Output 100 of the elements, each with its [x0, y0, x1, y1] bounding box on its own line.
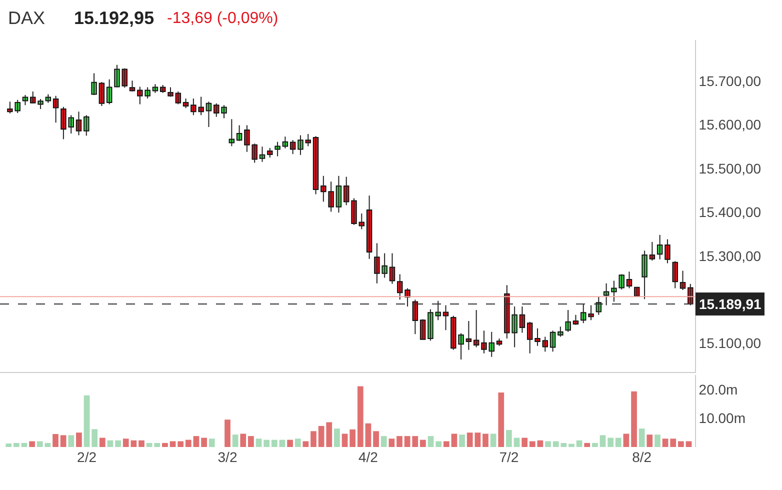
bar [99, 438, 106, 447]
bar [350, 429, 356, 447]
bar [631, 391, 637, 447]
y-tick-label: 15.600,00 [698, 116, 762, 133]
x-tick-label: 4/2 [358, 449, 378, 465]
y-tick-label: 15.300,00 [698, 248, 762, 264]
bar [615, 438, 622, 447]
bar [248, 436, 254, 447]
bar [623, 434, 630, 447]
bar [373, 431, 379, 447]
bar [264, 440, 270, 447]
bar [608, 438, 614, 447]
bar [6, 444, 12, 447]
bar [686, 441, 692, 447]
bar [92, 429, 98, 447]
bar [646, 434, 653, 447]
bar [170, 441, 176, 447]
bar [420, 440, 426, 447]
y-tick-label: 15.400,00 [698, 204, 762, 220]
bar [654, 434, 660, 447]
bar [287, 440, 293, 447]
ref-line-label: 15.189,91 [699, 296, 762, 312]
x-tick-label: 7/2 [499, 449, 519, 465]
bar [115, 440, 121, 447]
bar [318, 426, 324, 447]
bar [600, 435, 606, 447]
x-tick-label: 2/2 [77, 449, 97, 465]
bar [678, 441, 684, 447]
bar [482, 434, 488, 447]
bar [412, 436, 418, 447]
bar [21, 442, 28, 447]
bar [638, 428, 645, 447]
bar [201, 438, 207, 447]
bar [52, 434, 58, 447]
bar [302, 441, 309, 447]
bar [506, 430, 512, 447]
y-tick-label: 15.500,00 [698, 160, 762, 176]
bar [451, 434, 458, 447]
candlestick [274, 141, 280, 157]
bar [490, 434, 496, 447]
bar [498, 392, 504, 447]
bar [388, 438, 395, 447]
bar [294, 438, 301, 447]
bar [443, 441, 450, 447]
bar [76, 432, 82, 447]
bar [584, 442, 590, 447]
bar [44, 442, 51, 447]
text: 15.192,95 [74, 8, 154, 28]
bar [256, 438, 262, 447]
text: -13,69 (-0,09%) [167, 10, 278, 27]
bar [334, 428, 340, 447]
candlestick [267, 147, 273, 158]
bar [36, 441, 43, 447]
bar [404, 436, 410, 447]
bar [662, 438, 668, 447]
bar [208, 438, 215, 447]
bar [130, 440, 137, 447]
bar [232, 434, 238, 447]
bar [365, 423, 372, 447]
bar [84, 395, 90, 447]
bar [193, 436, 200, 447]
bar [522, 438, 528, 447]
bar [240, 434, 246, 447]
bar [326, 422, 332, 447]
bar [396, 436, 402, 447]
bar [29, 441, 35, 447]
candlestick [298, 134, 304, 156]
bar [568, 444, 574, 447]
candlestick [534, 328, 540, 346]
y-tick-label: 15.700,00 [698, 72, 762, 89]
bar [13, 442, 20, 447]
bar [529, 441, 536, 447]
y-tick-label: 10.00m [698, 410, 746, 426]
bar [342, 434, 348, 447]
bar [436, 441, 442, 447]
bar [576, 440, 582, 447]
bar [138, 440, 144, 447]
bar [60, 435, 66, 447]
bar [459, 434, 465, 447]
y-tick-label: 15.100,00 [698, 335, 762, 352]
bar [310, 431, 316, 447]
bar [537, 440, 544, 447]
y-tick-label: 20.0m [698, 381, 738, 398]
bar [68, 435, 74, 447]
bar [545, 441, 551, 447]
bar [357, 386, 364, 447]
bar [122, 438, 129, 447]
bar [670, 438, 676, 447]
x-tick-label: 3/2 [218, 449, 238, 465]
bar [224, 420, 230, 447]
candlestick [168, 86, 174, 98]
bar [592, 442, 598, 447]
bar [271, 440, 278, 447]
bar [514, 438, 520, 447]
bar [107, 440, 114, 447]
chart-title: DAX [8, 8, 46, 28]
candlestick [558, 326, 564, 338]
bar [380, 436, 387, 447]
bar [279, 440, 286, 447]
bar [428, 436, 434, 447]
